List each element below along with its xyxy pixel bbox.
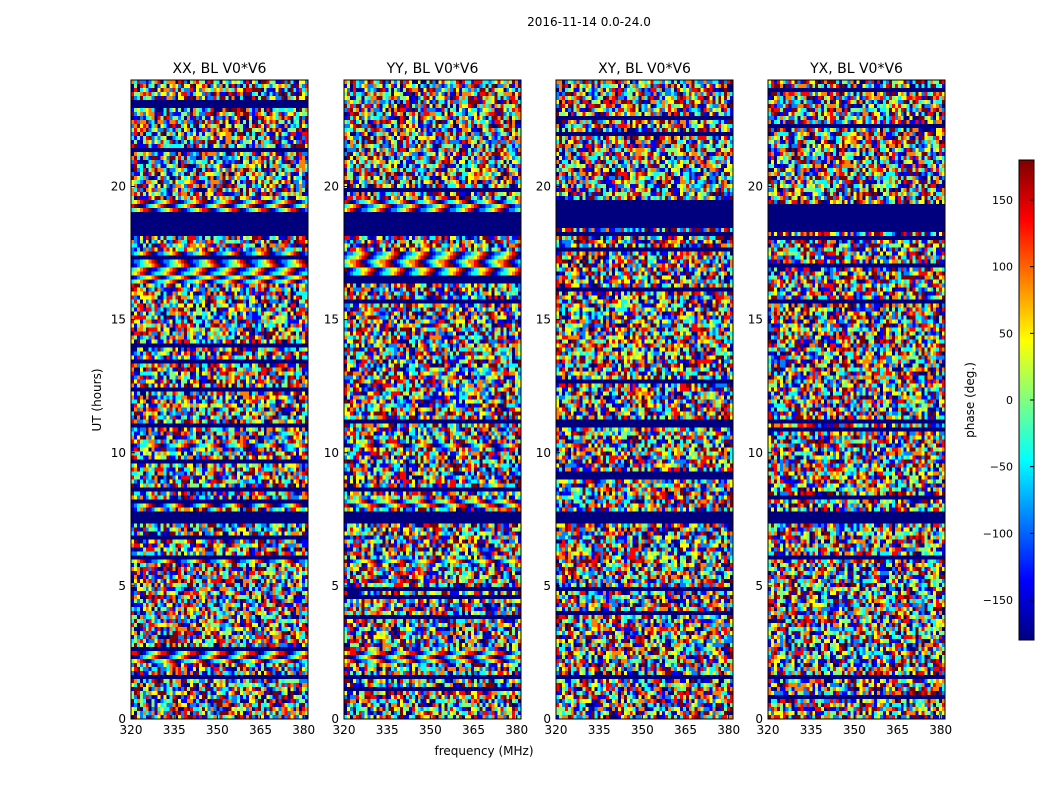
y-tick-label: 10	[324, 446, 339, 460]
phase-heatmap	[768, 80, 945, 719]
phase-heatmap	[344, 80, 521, 719]
y-tick-label: 5	[331, 579, 339, 593]
panel-yx: YX, BL V0*V6 320 335 350 365 380 0 5 10 15 20	[748, 61, 952, 737]
x-tick-label: 320	[757, 723, 780, 737]
x-tick-label: 335	[376, 723, 399, 737]
panel-title: XY, BL V0*V6	[598, 61, 691, 77]
x-tick-label: 350	[843, 723, 866, 737]
panel-yy: YY, BL V0*V6 320 335 350 365 380 0 5 10 15 20	[324, 61, 528, 737]
y-tick-label: 10	[536, 446, 551, 460]
x-tick-label: 350	[631, 723, 654, 737]
x-tick-label: 320	[545, 723, 568, 737]
y-tick-label: 15	[111, 313, 126, 327]
shared-x-axis-label: frequency (MHz)	[434, 744, 533, 758]
x-tick-label: 335	[163, 723, 186, 737]
x-tick-label: 365	[886, 723, 909, 737]
panel-title: XX, BL V0*V6	[173, 61, 267, 77]
axes-frame	[555, 79, 734, 720]
colorbar: 150 100 50 0 −50 −100 −150 phase (deg.)	[963, 159, 1035, 641]
colorbar-tick-label: −50	[990, 461, 1013, 474]
x-tick-label: 365	[674, 723, 697, 737]
x-tick-label: 335	[800, 723, 823, 737]
y-tick-label: 0	[543, 712, 551, 726]
y-tick-label: 15	[536, 313, 551, 327]
y-tick-label: 10	[111, 446, 126, 460]
y-tick-label: 10	[748, 446, 763, 460]
colorbar-label: phase (deg.)	[963, 362, 977, 438]
figure-title: 2016-11-14 0.0-24.0	[527, 15, 651, 29]
y-tick-label: 20	[536, 180, 551, 194]
colorbar-ticks: 150 100 50 0 −50 −100 −150	[983, 194, 1034, 607]
colorbar-tick-label: 0	[1006, 394, 1013, 407]
phase-heatmap	[556, 80, 733, 719]
y-tick-label: 20	[324, 180, 339, 194]
x-tick-label: 350	[206, 723, 229, 737]
panel-title: YY, BL V0*V6	[386, 61, 479, 77]
x-tick-label: 320	[120, 723, 143, 737]
x-tick-label: 380	[717, 723, 740, 737]
x-tick-label: 320	[333, 723, 356, 737]
colorbar-tick-label: 150	[992, 194, 1013, 207]
colorbar-tick-label: 100	[992, 261, 1013, 274]
phase-heatmap	[131, 80, 308, 719]
x-tick-label: 380	[292, 723, 315, 737]
y-tick-label: 5	[118, 579, 126, 593]
y-tick-label: 15	[324, 313, 339, 327]
x-tick-label: 335	[588, 723, 611, 737]
panel-xx: XX, BL V0*V6 320 335 350 365 380 0 5 10 15 20	[111, 61, 315, 737]
y-tick-label: 20	[748, 180, 763, 194]
x-tick-label: 380	[929, 723, 952, 737]
y-tick-label: 0	[755, 712, 763, 726]
axes-frame	[130, 79, 309, 720]
axes-frame	[767, 79, 946, 720]
y-tick-label: 0	[118, 712, 126, 726]
x-tick-label: 365	[249, 723, 272, 737]
y-tick-label: 5	[755, 579, 763, 593]
x-tick-label: 350	[419, 723, 442, 737]
y-tick-label: 0	[331, 712, 339, 726]
colorbar-tick-label: 50	[999, 327, 1013, 340]
axes-frame	[343, 79, 522, 720]
x-tick-label: 365	[462, 723, 485, 737]
shared-y-axis-label: UT (hours)	[90, 368, 104, 431]
panel-xy: XY, BL V0*V6 320 335 350 365 380 0 5 10 15 20	[536, 61, 740, 737]
colorbar-tick-label: −100	[983, 527, 1013, 540]
colorbar-tick-label: −150	[983, 594, 1013, 607]
x-tick-label: 380	[505, 723, 528, 737]
y-tick-label: 20	[111, 180, 126, 194]
y-tick-label: 5	[543, 579, 551, 593]
y-tick-label: 15	[748, 313, 763, 327]
panel-title: YX, BL V0*V6	[809, 61, 903, 77]
